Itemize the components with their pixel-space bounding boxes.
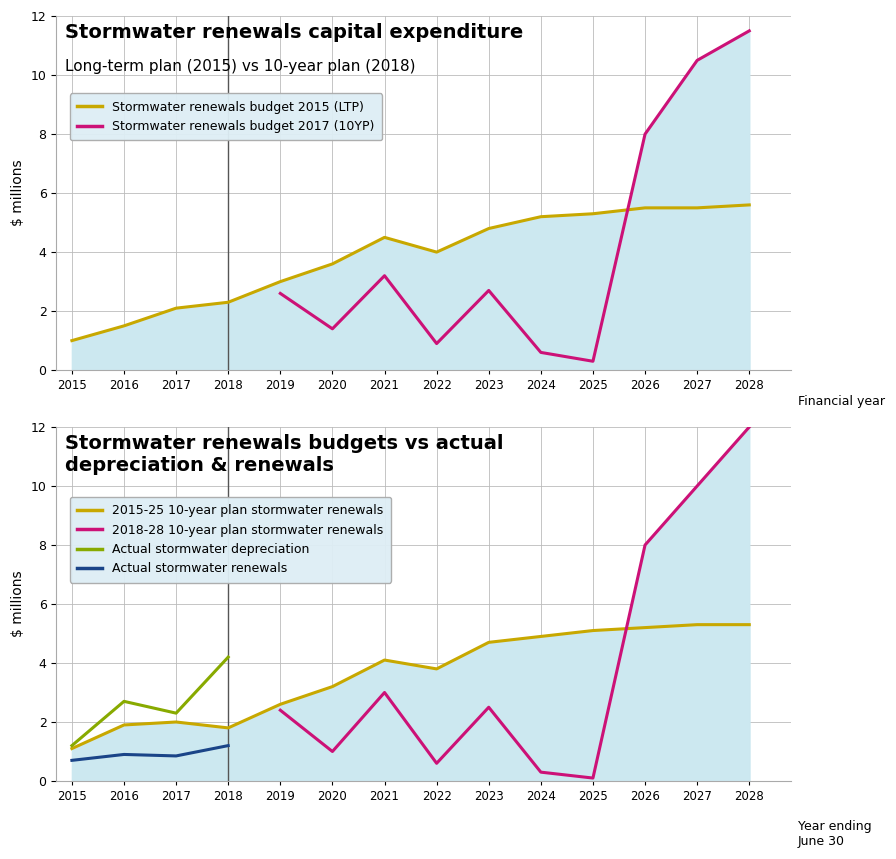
Text: Stormwater renewals capital expenditure: Stormwater renewals capital expenditure: [65, 23, 523, 42]
Text: Year ending
June 30: Year ending June 30: [798, 819, 872, 848]
Text: Financial year: Financial year: [798, 395, 885, 408]
Y-axis label: $ millions: $ millions: [11, 160, 25, 227]
Text: Stormwater renewals budgets vs actual
depreciation & renewals: Stormwater renewals budgets vs actual de…: [65, 434, 504, 475]
Legend: Stormwater renewals budget 2015 (LTP), Stormwater renewals budget 2017 (10YP): Stormwater renewals budget 2015 (LTP), S…: [70, 93, 383, 140]
Y-axis label: $ millions: $ millions: [11, 570, 25, 637]
Text: Long-term plan (2015) vs 10-year plan (2018): Long-term plan (2015) vs 10-year plan (2…: [65, 58, 416, 74]
Legend: 2015-25 10-year plan stormwater renewals, 2018-28 10-year plan stormwater renewa: 2015-25 10-year plan stormwater renewals…: [70, 497, 392, 582]
